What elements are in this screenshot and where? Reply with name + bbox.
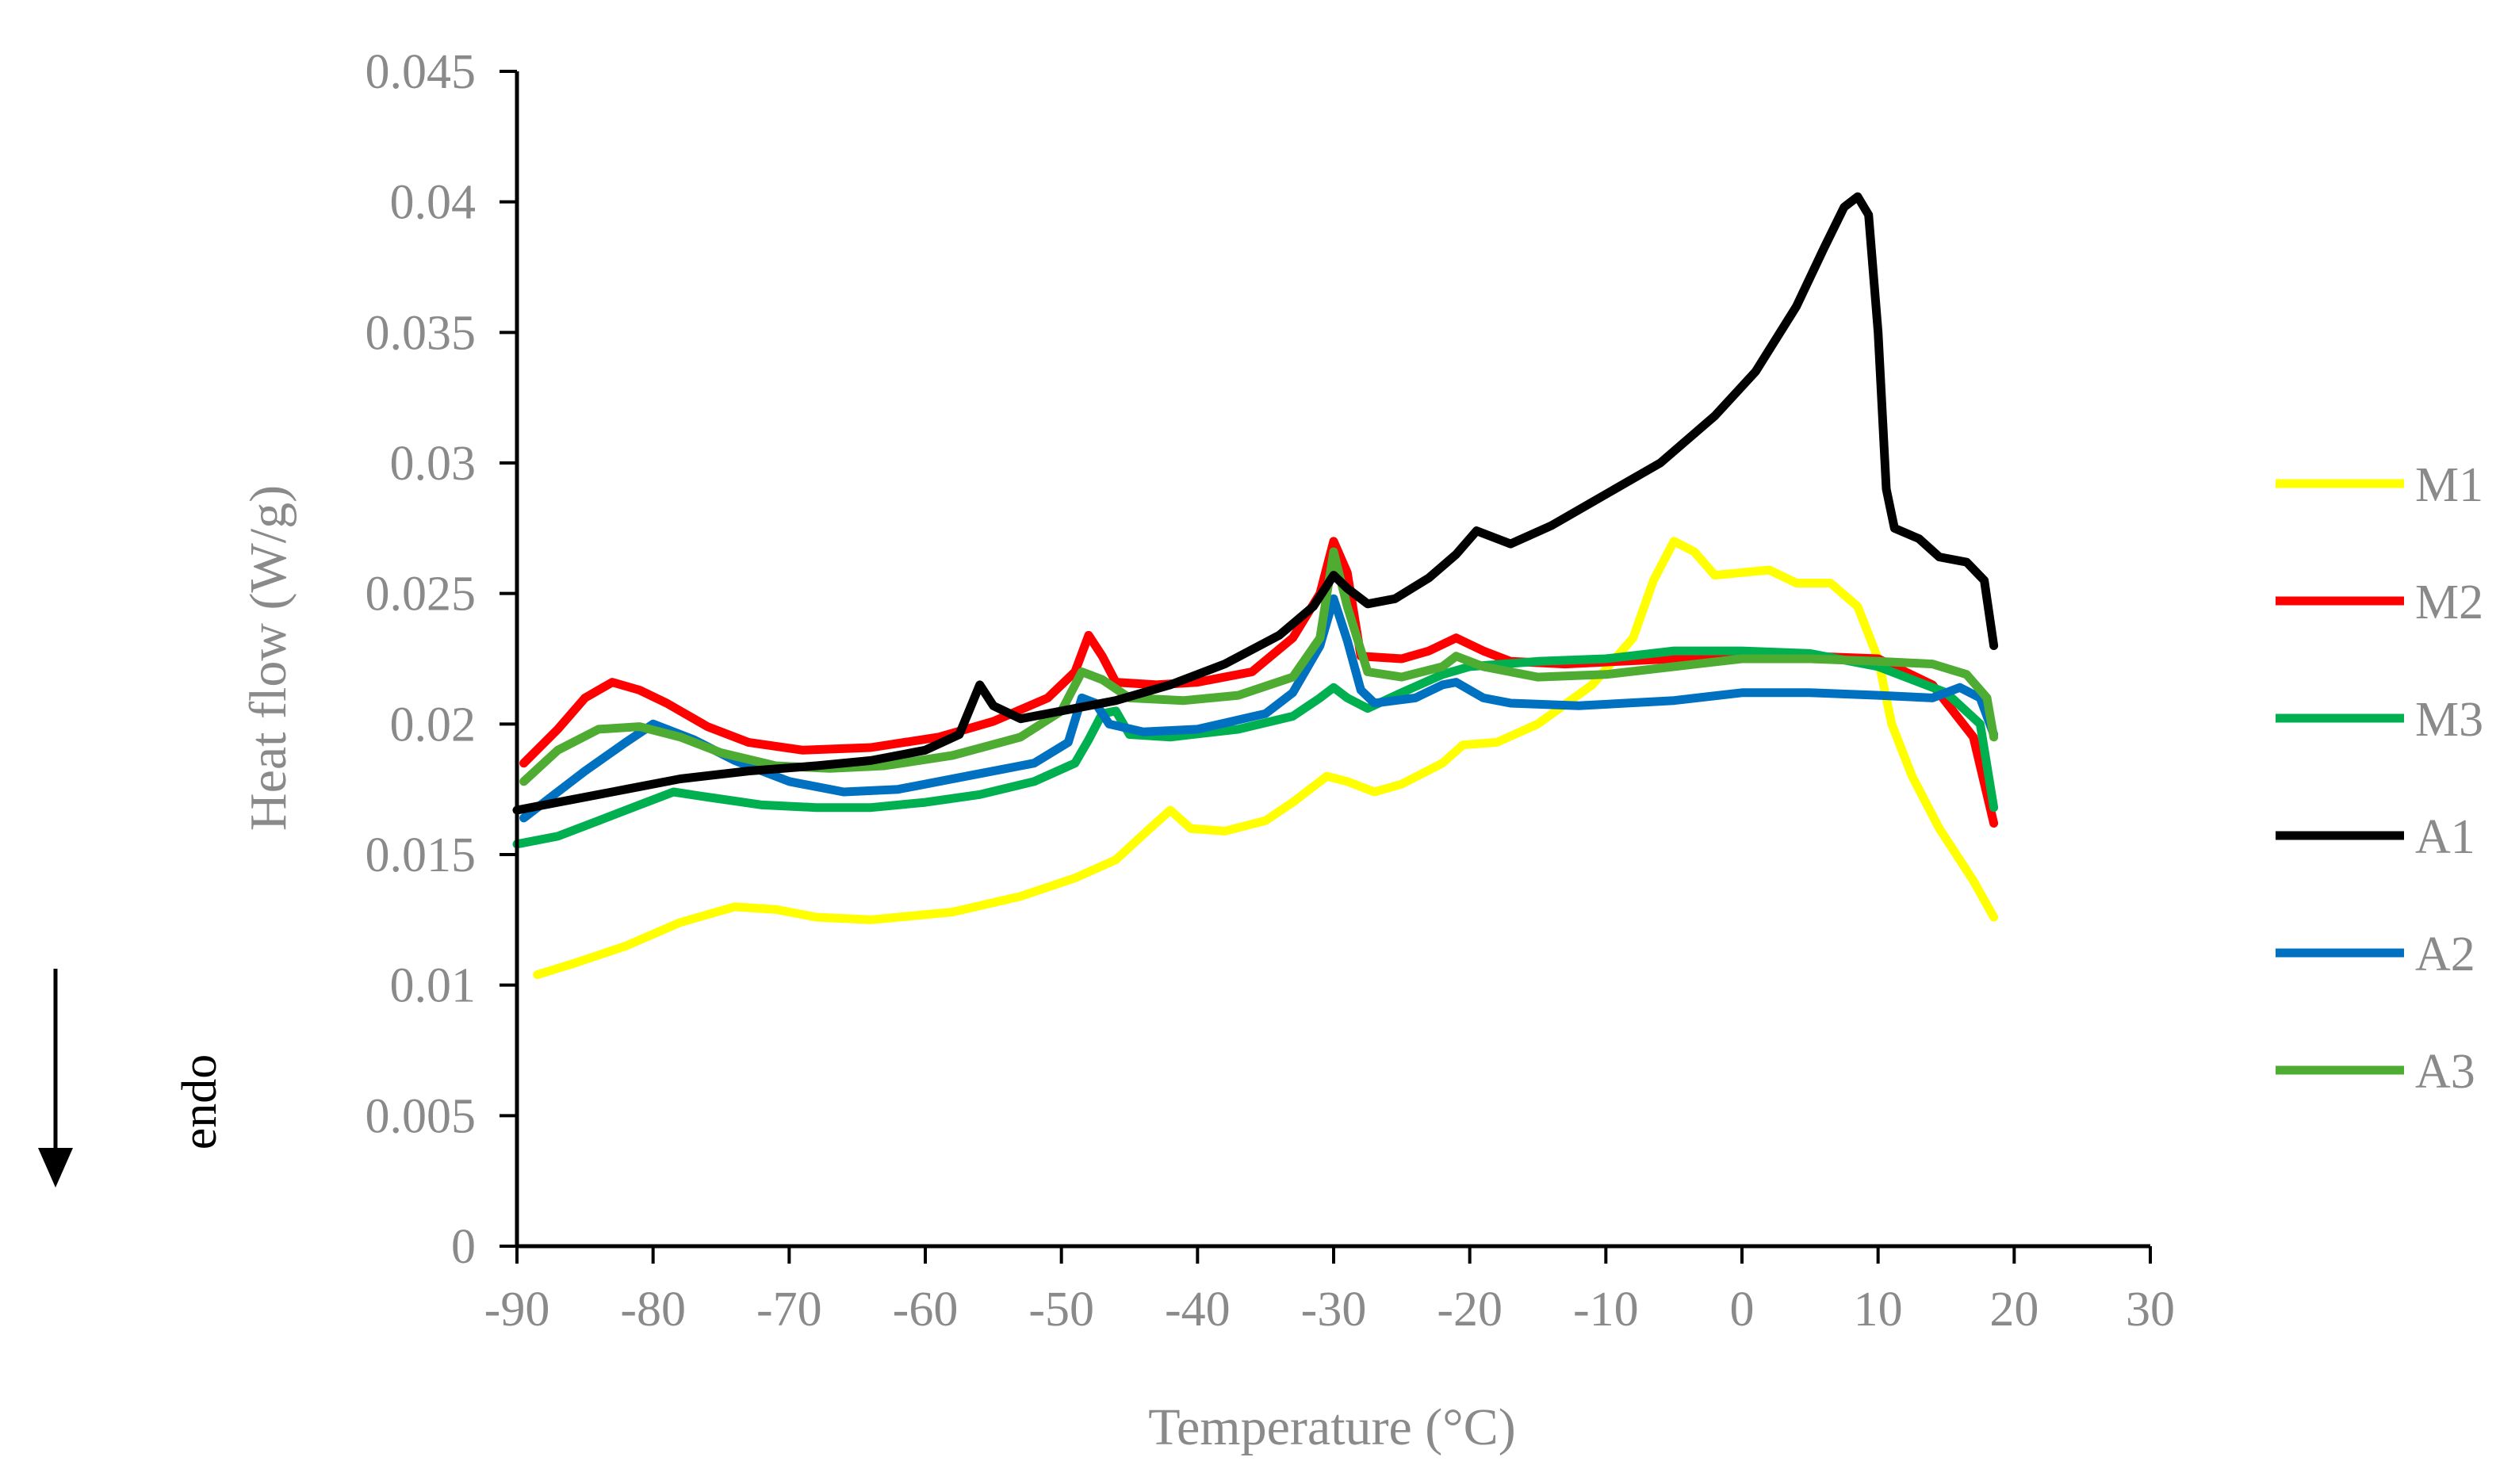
x-tick-label: -30 [1301,1283,1367,1337]
x-tick-label: 20 [1989,1283,2039,1337]
legend-label-a1: A1 [2415,810,2475,864]
legend-label-a3: A3 [2415,1045,2475,1099]
x-tick-label: 10 [1854,1283,1903,1337]
legend: M1 M2 M3 A1 A2 A3 [2276,458,2483,1099]
y-tick-label: 0.005 [366,1089,477,1143]
legend-label-m2: M2 [2415,576,2483,629]
y-tick-label: 0.04 [390,176,477,230]
x-tick-label: -80 [620,1283,686,1337]
y-tick-label: 0 [451,1220,476,1274]
series-line-a2 [519,594,1999,823]
legend-label-m3: M3 [2415,693,2483,747]
x-tick-label: -90 [484,1283,550,1337]
y-tick-label: 0.02 [390,698,477,752]
y-tick-label: 0.015 [366,828,477,882]
endo-label: endo [173,1054,227,1150]
x-axis-title: Temperature (°C) [1148,1398,1515,1456]
x-tick-label: 0 [1730,1283,1755,1337]
endo-annotation: endo [38,969,227,1188]
x-tick-label: -20 [1437,1283,1503,1337]
x-tick-label: -70 [756,1283,822,1337]
plot-area: 0 0.005 0.01 0.015 0.02 0.025 0.03 0.035 0.04 0.0… [366,45,2176,1337]
y-tick-label: 0.01 [390,959,477,1013]
series-line-m1 [533,537,1999,979]
y-tick-label: 0.035 [366,306,477,360]
y-tick-label: 0.03 [390,437,477,491]
x-tick-label: -60 [893,1283,959,1337]
legend-label-a2: A2 [2415,928,2475,981]
legend-label-m1: M1 [2415,458,2483,512]
y-tick-label: 0.045 [366,45,477,99]
x-tick-label: 30 [2126,1283,2175,1337]
series-line-a3 [519,547,1999,786]
series-line-m3 [512,646,1999,849]
x-tick-label: -50 [1028,1283,1094,1337]
series-line-m2 [519,537,1999,828]
y-axis-title: Heat flow (W/g) [239,485,297,831]
x-tick-label: -10 [1573,1283,1639,1337]
y-axis-ticks: 0 0.005 0.01 0.015 0.02 0.025 0.03 0.035 0.04 0.0… [366,45,517,1274]
series-line-a1 [512,192,1999,815]
series-layer [512,192,1999,979]
x-tick-label: -40 [1165,1283,1231,1337]
y-tick-label: 0.025 [366,568,477,622]
x-axis-ticks: -90 -80 -70 -60 -50 -40 -30 -20 -10 0 10 20 30 [484,1246,2175,1337]
down-arrow-icon [38,1148,73,1188]
